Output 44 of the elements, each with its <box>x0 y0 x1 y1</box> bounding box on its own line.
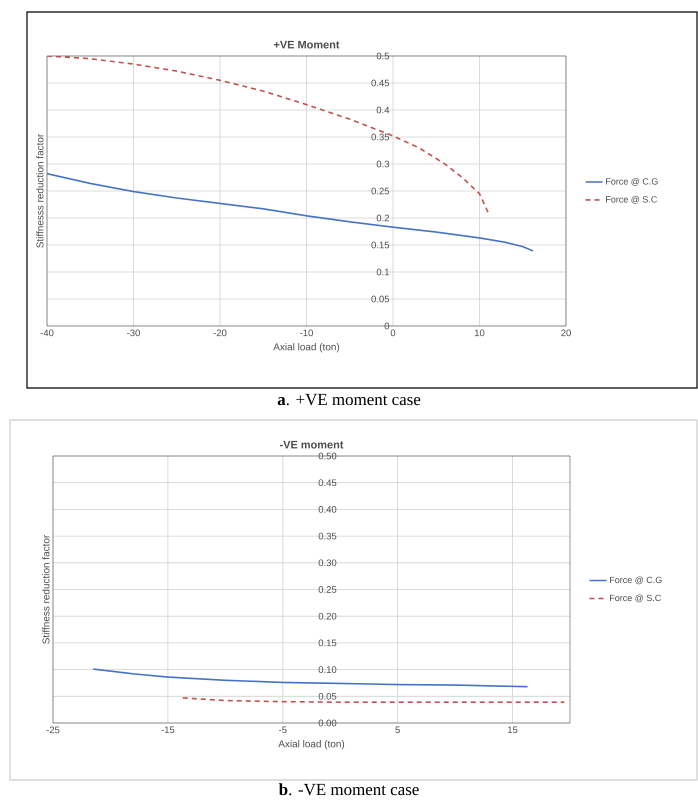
x-tick-label: -20 <box>214 330 226 336</box>
y-tick-label: 0.45 <box>371 80 390 86</box>
x-tick-label: -5 <box>278 726 287 734</box>
y-tick-label: 0.35 <box>371 134 390 140</box>
text: b. -VE moment case <box>278 783 419 796</box>
x-tick-label: -40 <box>40 330 54 336</box>
legend-label: Force @ C.G <box>606 178 658 186</box>
x-axis-title: Axial load (ton) <box>278 740 344 750</box>
y-tick-label: 0.3 <box>376 160 390 168</box>
y-axis-title: Stiffness reduction factor <box>42 534 50 644</box>
y-tick-label: 0.2 <box>376 214 390 222</box>
x-tick-label: 15 <box>508 726 518 734</box>
y-tick-label: 0.35 <box>318 532 336 540</box>
y-tick-label: 0.40 <box>318 506 336 513</box>
y-tick-label: 0.20 <box>318 612 336 620</box>
y-axis-title: Stiffnesss reduction factor <box>36 134 44 248</box>
line-series <box>92 668 528 688</box>
y-tick-label: 0.15 <box>318 640 336 646</box>
x-tick-label: -10 <box>300 330 313 336</box>
y-tick-label: 0.25 <box>318 586 336 593</box>
x-tick-label: 20 <box>561 330 571 336</box>
legend-label: Force @ S.C <box>610 594 661 602</box>
x-tick-label: 0 <box>390 330 396 336</box>
chart-title: -VE moment <box>280 440 344 449</box>
chart-title: +VE Moment <box>274 40 340 48</box>
legend-label: Force @ S.C <box>606 196 657 204</box>
y-tick-label: 0.1 <box>376 268 390 276</box>
x-tick-label: 5 <box>395 726 400 734</box>
legend-label: Force @ C.G <box>610 576 662 584</box>
y-tick-label: 0.30 <box>318 559 336 566</box>
y-tick-label: 0.05 <box>318 692 336 700</box>
x-tick-label: -25 <box>46 726 60 734</box>
y-tick-label: 0.10 <box>318 666 336 673</box>
x-axis-title: Axial load (ton) <box>273 343 340 352</box>
x-tick-label: -30 <box>127 330 140 336</box>
line-series <box>47 172 534 252</box>
x-tick-label: -15 <box>161 726 174 734</box>
x-tick-label: 10 <box>474 330 484 336</box>
y-tick-label: 0.45 <box>318 479 336 486</box>
y-tick-label: 0.25 <box>371 188 390 194</box>
y-tick-label: 0.05 <box>371 296 390 302</box>
text: a. +VE moment case <box>278 394 420 406</box>
y-tick-label: 0.4 <box>376 106 390 114</box>
y-tick-label: 0.15 <box>371 242 390 248</box>
